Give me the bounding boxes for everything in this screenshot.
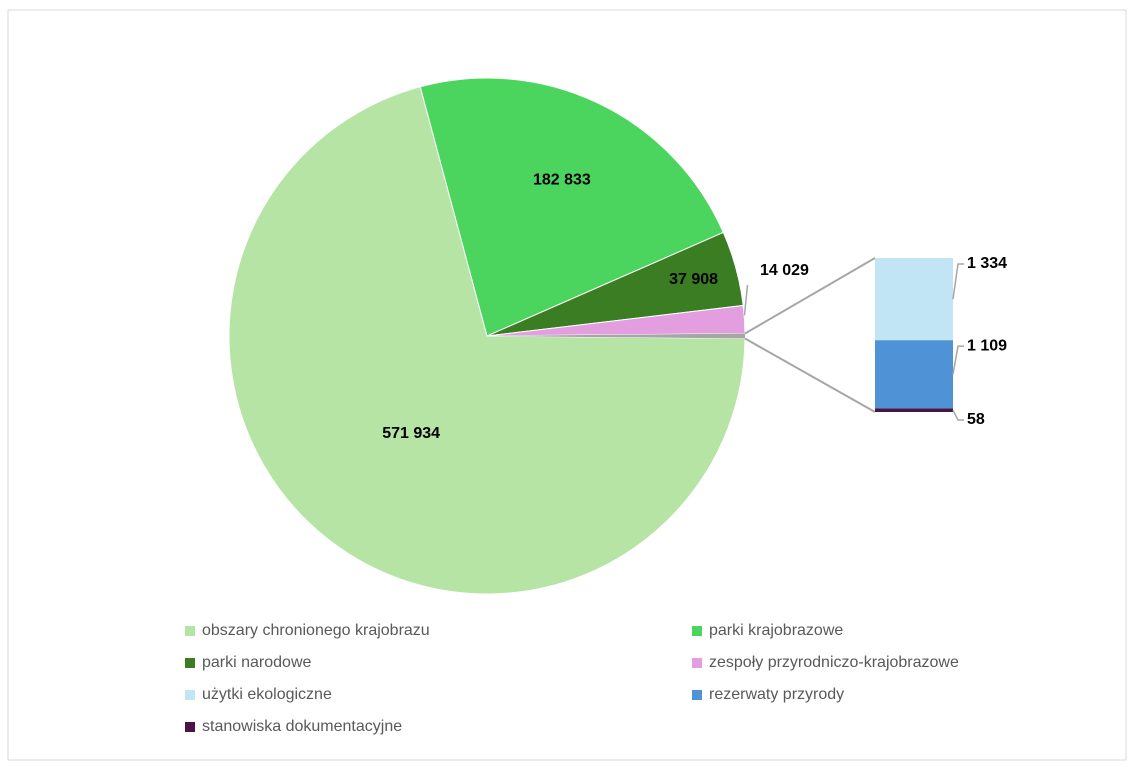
pie-slice-other [487, 333, 745, 339]
bar-segment [875, 340, 953, 409]
pie-slice [228, 86, 746, 595]
data-label: 37 908 [669, 271, 718, 288]
legend-label: obszary chronionego krajobrazu [202, 622, 430, 639]
leader-line [952, 345, 964, 375]
legend-swatch [185, 626, 195, 636]
pie-slice [419, 77, 724, 337]
legend-swatch [692, 658, 702, 668]
leader-line [743, 284, 749, 316]
data-label: 182 833 [533, 171, 591, 188]
legend-swatch [185, 658, 195, 668]
data-label: 1 109 [967, 337, 1007, 354]
legend-label: parki krajobrazowe [709, 622, 843, 639]
data-label: 14 029 [760, 262, 809, 279]
connector-line [744, 337, 876, 413]
data-label: 571 934 [382, 425, 440, 442]
legend-label: zespoły przyrodniczo-krajobrazowe [709, 654, 959, 671]
bar-segment [875, 408, 953, 412]
legend-swatch [692, 690, 702, 700]
legend-label: użytki ekologiczne [202, 686, 332, 703]
legend-label: parki narodowe [202, 654, 312, 671]
connector-line [744, 257, 876, 335]
leader-line [952, 409, 964, 421]
data-label: 1 334 [967, 255, 1007, 272]
legend-swatch [185, 690, 195, 700]
leader-line [952, 263, 964, 300]
legend-swatch [692, 626, 702, 636]
bar-segment [875, 258, 953, 341]
data-label: 58 [967, 411, 985, 428]
legend-label: rezerwaty przyrody [709, 686, 844, 703]
legend-swatch [185, 722, 195, 732]
legend-label: stanowiska dokumentacyjne [202, 718, 402, 735]
